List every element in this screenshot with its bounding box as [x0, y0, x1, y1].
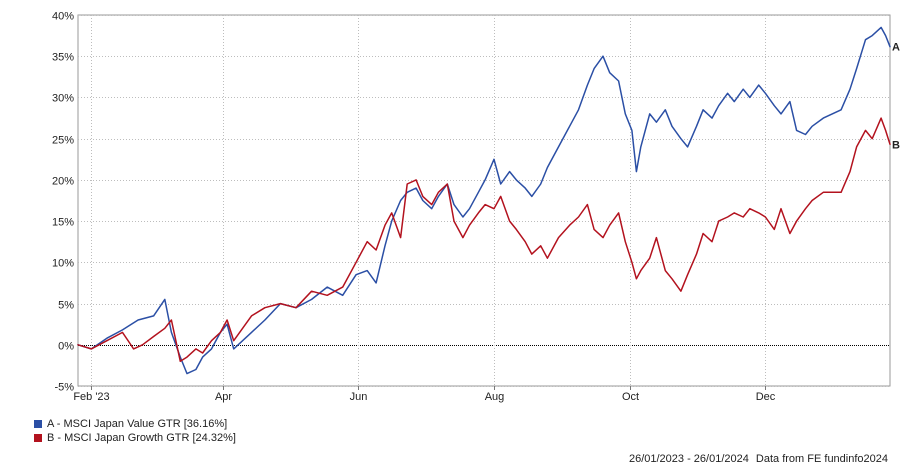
series-line-a — [77, 26, 891, 375]
legend-swatch-a — [34, 420, 42, 428]
legend-item-a: A - MSCI Japan Value GTR [36.16%] — [34, 417, 236, 431]
y-tick-label: 40% — [52, 11, 74, 23]
series-line-b — [77, 117, 891, 363]
footer-date-range: 26/01/2023 - 26/01/2024 — [628, 453, 749, 465]
y-tick-label: 10% — [52, 258, 74, 270]
series-end-label-a: A — [892, 42, 900, 54]
footer-source: Data from FE fundinfo2024 — [755, 453, 888, 465]
x-tick-label: Oct — [622, 391, 639, 403]
footer: 26/01/2023 - 26/01/2024 Data from FE fun… — [625, 453, 888, 465]
y-tick-label: 25% — [52, 135, 74, 147]
legend-item-b: B - MSCI Japan Growth GTR [24.32%] — [34, 431, 236, 445]
series-end-label-b: B — [892, 139, 900, 151]
x-tick-label: Feb '23 — [73, 391, 109, 403]
x-tick-label: Dec — [756, 391, 776, 403]
x-tick-label: Jun — [350, 391, 368, 403]
legend-label-b: B - MSCI Japan Growth GTR [24.32%] — [47, 432, 236, 444]
y-tick-label: 0% — [58, 341, 74, 353]
x-tick-label: Apr — [215, 391, 232, 403]
plot-frame — [77, 14, 891, 387]
y-tick-label: 15% — [52, 217, 74, 229]
y-tick-label: 30% — [52, 93, 74, 105]
legend-label-a: A - MSCI Japan Value GTR [36.16%] — [47, 418, 228, 430]
legend: A - MSCI Japan Value GTR [36.16%] B - MS… — [34, 417, 236, 445]
end-labels: AB — [892, 42, 900, 152]
y-tick-label: 5% — [58, 300, 74, 312]
legend-swatch-b — [34, 434, 42, 442]
x-tick-label: Aug — [485, 391, 505, 403]
grid-lines — [77, 14, 891, 387]
series-lines — [77, 26, 891, 375]
y-tick-label: -5% — [54, 382, 74, 394]
axes: -5% 0% 5% 10% 15% 20% 25% 30% 35% 40% Feb '23 Apr Ju… — [52, 11, 776, 404]
y-tick-label: 20% — [52, 176, 74, 188]
y-tick-label: 35% — [52, 52, 74, 64]
